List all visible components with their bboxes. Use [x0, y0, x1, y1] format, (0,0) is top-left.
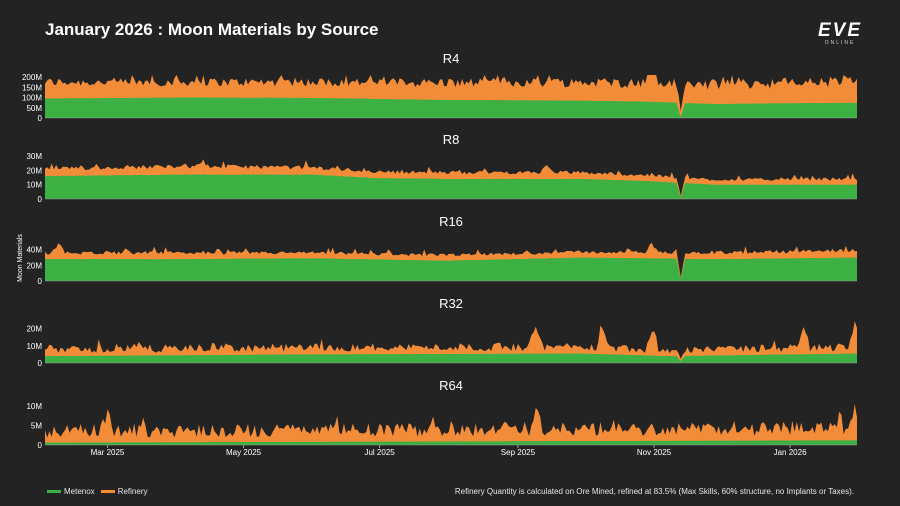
y-tick-label: 150M: [22, 83, 42, 92]
y-tick-label: 100M: [22, 94, 42, 103]
y-tick-label: 50M: [26, 104, 42, 113]
y-tick-label: 0: [38, 277, 43, 286]
panel-title-r64: R64: [439, 378, 463, 393]
y-tick-label: 200M: [22, 73, 42, 82]
eve-online-logo: EVE ONLINE: [812, 20, 868, 46]
metenox-area: [45, 97, 857, 118]
y-tick-label: 30M: [26, 152, 42, 161]
chart-legend: Metenox Refinery: [47, 487, 153, 496]
metenox-area: [45, 440, 857, 445]
legend-item-refinery[interactable]: Refinery: [100, 487, 148, 496]
logo-eve-text: EVE: [817, 20, 863, 41]
x-tick-label: Jul 2025: [364, 448, 395, 457]
x-tick-label: Sep 2025: [501, 448, 536, 457]
y-tick-label: 0: [38, 195, 43, 204]
y-tick-label: 40M: [26, 246, 42, 255]
panel-title-r8: R8: [443, 132, 460, 147]
y-tick-label: 10M: [26, 402, 42, 411]
legend-label-refinery: Refinery: [117, 487, 148, 496]
logo-online-text: ONLINE: [824, 40, 856, 46]
x-tick-label: Mar 2025: [91, 448, 125, 457]
y-tick-label: 0: [38, 359, 43, 368]
x-tick-label: Jan 2026: [774, 448, 807, 457]
x-tick-label: May 2025: [226, 448, 262, 457]
metenox-area: [45, 353, 857, 363]
y-tick-label: 5M: [31, 421, 42, 430]
y-tick-label: 20M: [26, 166, 42, 175]
panel-r64: R64 0 5M 10M: [26, 378, 857, 450]
footnote: Refinery Quantity is calculated on Ore M…: [454, 487, 854, 496]
legend-item-metenox[interactable]: Metenox: [47, 487, 95, 496]
y-tick-label: 20M: [26, 325, 42, 334]
y-tick-label: 10M: [26, 342, 42, 351]
legend-swatch-refinery: [100, 490, 115, 493]
y-tick-label: 0: [38, 114, 43, 123]
refinery-area: [45, 403, 857, 445]
panel-title-r16: R16: [439, 214, 463, 229]
y-axis-label: Moon Materials: [17, 234, 24, 282]
panel-r16: R16 0 20M 40M: [26, 214, 857, 286]
y-tick-label: 20M: [26, 261, 42, 270]
panel-title-r32: R32: [439, 296, 463, 311]
chart-title: January 2026 : Moon Materials by Source: [45, 20, 379, 39]
metenox-area: [45, 257, 857, 281]
legend-swatch-metenox: [47, 490, 61, 493]
chart-panels: R4050M100M150M200MR8010M20M30MR16020M40M…: [22, 51, 857, 450]
y-tick-label: 10M: [26, 181, 42, 190]
metenox-area: [45, 174, 857, 199]
refinery-area: [45, 321, 857, 363]
legend-label-metenox: Metenox: [64, 487, 95, 496]
panel-title-r4: R4: [443, 51, 460, 66]
x-axis: Mar 2025 May 2025 Jul 2025 Sep 2025 Nov 2025…: [91, 445, 807, 457]
panel-r8: R8 0 10M 20M 30M: [26, 132, 857, 204]
panel-r32: R32 0 10M 20M: [26, 296, 857, 368]
y-tick-label: 0: [38, 441, 43, 450]
x-tick-label: Nov 2025: [637, 448, 672, 457]
